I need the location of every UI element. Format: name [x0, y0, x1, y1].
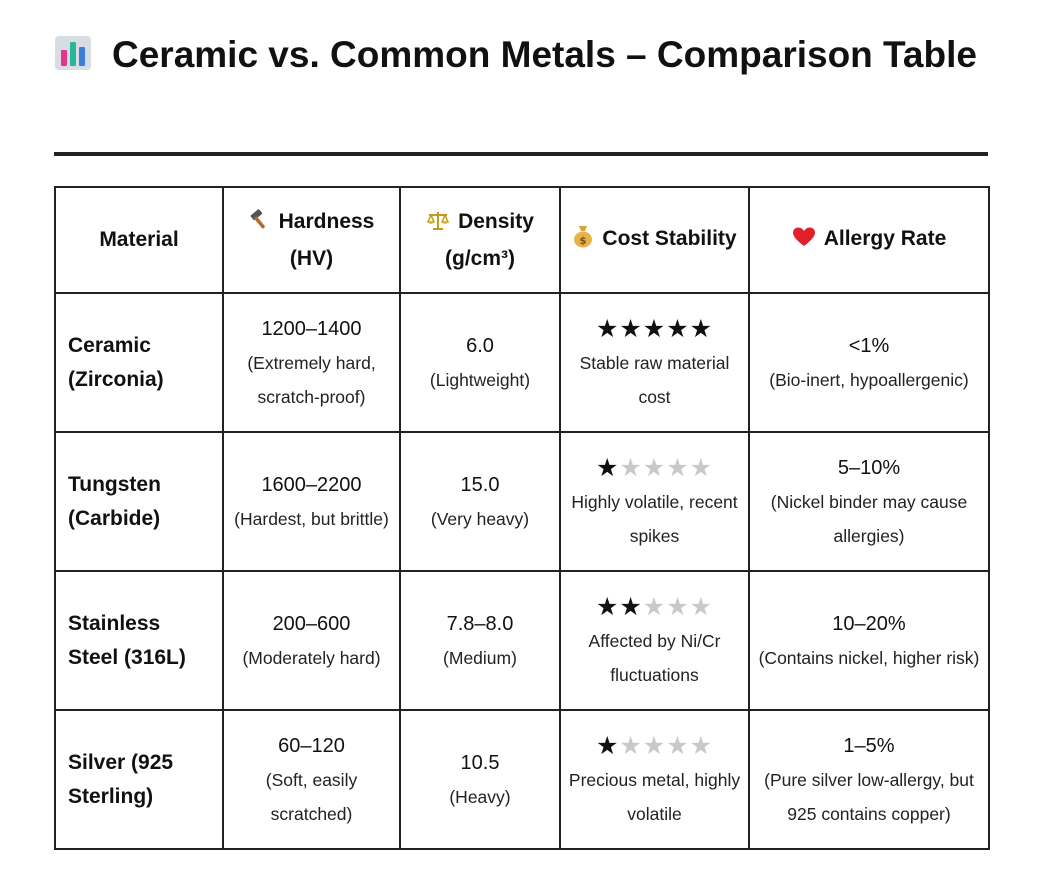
- star-rating: ★★★★★: [567, 590, 742, 624]
- star-filled-icon: ★: [689, 314, 714, 343]
- table-row: Silver (925 Sterling) 60–120 (Soft, easil…: [54, 709, 990, 850]
- star-empty-icon: ★: [666, 592, 690, 621]
- star-filled-icon: ★: [595, 731, 620, 760]
- cell-allergy-rate: <1% (Bio-inert, hypoallergenic): [748, 292, 990, 433]
- cell-allergy-rate: 5–10% (Nickel binder may cause allergies): [748, 431, 990, 572]
- hardness-value: 200–600: [272, 612, 351, 635]
- cell-cost-stability: ★★★★★ Highly volatile, recent spikes: [559, 431, 750, 572]
- star-empty-icon: ★: [666, 453, 690, 482]
- money-bag-icon: $: [572, 224, 594, 259]
- header-allergy-rate: Allergy Rate: [748, 186, 990, 294]
- hardness-value: 1200–1400: [261, 317, 362, 340]
- cell-density: 10.5 (Heavy): [399, 709, 561, 850]
- header-density: Density (g/cm³): [399, 186, 561, 294]
- cell-hardness: 1200–1400 (Extremely hard, scratch-proof): [222, 292, 401, 433]
- star-filled-icon: ★: [595, 592, 620, 621]
- header-material: Material: [54, 186, 224, 294]
- cell-density: 15.0 (Very heavy): [399, 431, 561, 572]
- cell-cost-stability: ★★★★★ Affected by Ni/Cr fluctuations: [559, 570, 750, 711]
- star-empty-icon: ★: [642, 592, 667, 621]
- header-cost-stability-label: Cost Stability: [602, 226, 737, 250]
- page-title-text: Ceramic vs. Common Metals – Comparison T…: [112, 34, 977, 75]
- svg-text:$: $: [580, 236, 587, 247]
- allergy-note: (Contains nickel, higher risk): [758, 647, 980, 668]
- allergy-value: 1–5%: [843, 734, 895, 757]
- hardness-note: (Soft, easily scratched): [265, 769, 358, 824]
- cell-material: Ceramic (Zirconia): [54, 292, 224, 433]
- cell-allergy-rate: 1–5% (Pure silver low-allergy, but 925 co…: [748, 709, 990, 850]
- density-note: (Medium): [443, 647, 517, 668]
- header-density-label: Density (g/cm³): [445, 209, 534, 270]
- table-row: Stainless Steel (316L) 200–600 (Moderatel…: [54, 570, 990, 711]
- density-value: 10.5: [460, 751, 500, 774]
- cell-material: Stainless Steel (316L): [54, 570, 224, 711]
- red-heart-icon: [792, 225, 816, 259]
- header-hardness: Hardness (HV): [222, 186, 401, 294]
- cell-allergy-rate: 10–20% (Contains nickel, higher risk): [748, 570, 990, 711]
- allergy-note: (Nickel binder may cause allergies): [770, 491, 968, 546]
- density-note: (Lightweight): [429, 369, 531, 390]
- cell-cost-stability: ★★★★★ Stable raw material cost: [559, 292, 750, 433]
- header-hardness-label: Hardness (HV): [278, 209, 375, 270]
- cell-cost-stability: ★★★★★ Precious metal, highly volatile: [559, 709, 750, 850]
- cost-note: Highly volatile, recent spikes: [571, 491, 738, 546]
- star-filled-icon: ★: [666, 314, 690, 343]
- title-divider: [54, 152, 988, 156]
- header-material-label: Material: [99, 228, 179, 251]
- cell-material: Silver (925 Sterling): [54, 709, 224, 850]
- comparison-table: Material Hardness (HV) Density (g/cm³) $…: [54, 186, 990, 850]
- table-row: Tungsten (Carbide) 1600–2200 (Hardest, bu…: [54, 431, 990, 572]
- star-rating: ★★★★★: [567, 729, 742, 763]
- allergy-note: (Pure silver low-allergy, but 925 contai…: [764, 769, 974, 824]
- header-allergy-rate-label: Allergy Rate: [823, 226, 947, 250]
- cell-density: 7.8–8.0 (Medium): [399, 570, 561, 711]
- star-empty-icon: ★: [642, 453, 667, 482]
- allergy-value: 10–20%: [832, 612, 906, 635]
- density-value: 15.0: [460, 473, 500, 496]
- star-filled-icon: ★: [619, 314, 643, 343]
- star-filled-icon: ★: [595, 314, 620, 343]
- cell-hardness: 1600–2200 (Hardest, but brittle): [222, 431, 401, 572]
- density-value: 6.0: [466, 334, 494, 357]
- density-value: 7.8–8.0: [446, 612, 514, 635]
- header-cost-stability: $ Cost Stability: [559, 186, 750, 294]
- table-header-row: Material Hardness (HV) Density (g/cm³) $…: [54, 186, 990, 294]
- density-note: (Heavy): [449, 786, 511, 807]
- bar-chart-icon: [54, 31, 92, 70]
- allergy-value: 5–10%: [837, 456, 901, 479]
- star-rating: ★★★★★: [567, 451, 742, 485]
- cell-hardness: 60–120 (Soft, easily scratched): [222, 709, 401, 850]
- star-filled-icon: ★: [619, 592, 643, 621]
- star-filled-icon: ★: [642, 314, 667, 343]
- star-empty-icon: ★: [689, 453, 714, 482]
- hammer-icon: [249, 208, 271, 242]
- cell-material: Tungsten (Carbide): [54, 431, 224, 572]
- star-empty-icon: ★: [689, 731, 714, 760]
- star-empty-icon: ★: [642, 731, 667, 760]
- allergy-note: (Bio-inert, hypoallergenic): [769, 369, 969, 390]
- star-empty-icon: ★: [619, 731, 643, 760]
- hardness-note: (Hardest, but brittle): [234, 508, 389, 529]
- star-empty-icon: ★: [619, 453, 643, 482]
- hardness-value: 60–120: [278, 734, 345, 757]
- page-title: Ceramic vs. Common Metals – Comparison T…: [54, 26, 994, 83]
- star-empty-icon: ★: [666, 731, 690, 760]
- star-empty-icon: ★: [689, 592, 714, 621]
- density-note: (Very heavy): [430, 508, 530, 529]
- cost-note: Precious metal, highly volatile: [568, 769, 741, 824]
- cell-density: 6.0 (Lightweight): [399, 292, 561, 433]
- star-rating: ★★★★★: [567, 312, 742, 346]
- hardness-note: (Extremely hard, scratch-proof): [247, 352, 376, 407]
- hardness-note: (Moderately hard): [242, 647, 381, 668]
- allergy-value: <1%: [848, 334, 890, 357]
- cell-hardness: 200–600 (Moderately hard): [222, 570, 401, 711]
- balance-scale-icon: [426, 208, 450, 242]
- star-filled-icon: ★: [595, 453, 620, 482]
- table-row: Ceramic (Zirconia) 1200–1400 (Extremely h…: [54, 292, 990, 433]
- hardness-value: 1600–2200: [261, 473, 362, 496]
- cost-note: Stable raw material cost: [579, 352, 730, 407]
- cost-note: Affected by Ni/Cr fluctuations: [588, 630, 721, 685]
